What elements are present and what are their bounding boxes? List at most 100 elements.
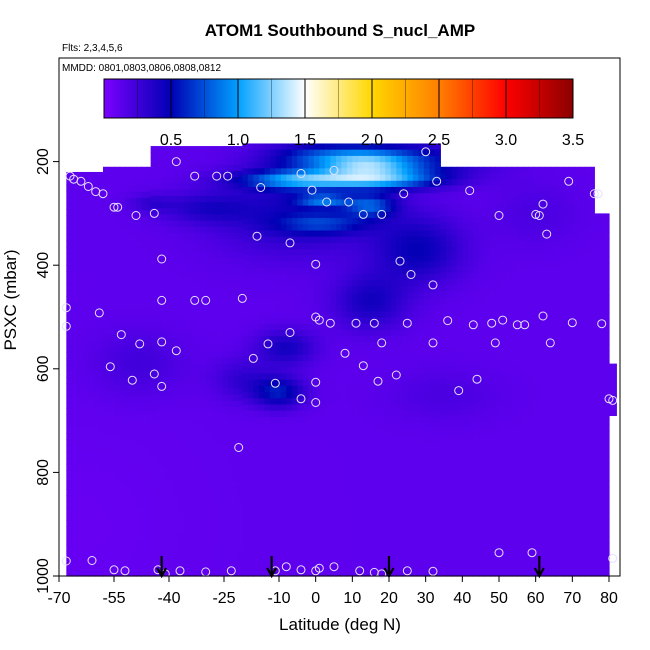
heatmap-cell <box>286 572 293 577</box>
heatmap-cell <box>434 211 441 219</box>
heatmap-cell <box>114 266 121 274</box>
heatmap-cell <box>357 149 364 157</box>
heatmap-cell <box>119 284 126 292</box>
heatmap-cell <box>233 214 240 222</box>
heatmap-cell <box>93 520 100 527</box>
heatmap-cell <box>319 491 326 499</box>
heatmap-cell <box>286 311 293 319</box>
heatmap-cell <box>286 261 293 269</box>
heatmap-cell <box>280 218 287 225</box>
heatmap-cell <box>125 421 132 429</box>
heatmap-cell <box>456 371 463 379</box>
heatmap-cell <box>418 143 425 151</box>
heatmap-cell <box>119 409 126 417</box>
heatmap-cell <box>108 179 115 187</box>
heatmap-cell <box>108 322 115 329</box>
heatmap-cell <box>211 357 218 365</box>
heatmap-cell <box>429 559 436 567</box>
heatmap-cell <box>374 298 381 306</box>
heatmap-cell <box>93 439 100 447</box>
heatmap-cell <box>125 284 132 292</box>
heatmap-cell <box>211 568 218 576</box>
heatmap-cell <box>222 506 229 514</box>
heatmap-cell <box>313 535 320 542</box>
heatmap-cell <box>385 392 392 399</box>
heatmap-cell <box>346 211 353 219</box>
heatmap-cell <box>352 174 359 182</box>
heatmap-cell <box>302 317 309 325</box>
heatmap-cell <box>346 249 353 256</box>
heatmap-cell <box>130 434 137 441</box>
heatmap-cell <box>346 143 353 151</box>
heatmap-cell <box>341 460 348 468</box>
heatmap-cell <box>172 487 179 495</box>
heatmap-cell <box>418 149 425 157</box>
heatmap-cell <box>286 429 293 437</box>
heatmap-cell <box>130 197 137 205</box>
heatmap-cell <box>401 367 408 375</box>
heatmap-cell <box>330 230 337 238</box>
heatmap-cell <box>341 323 348 331</box>
heatmap-cell <box>456 173 463 180</box>
heatmap-cell <box>136 185 143 193</box>
heatmap-cell <box>238 214 243 222</box>
heatmap-cell <box>242 379 249 387</box>
heatmap-cell <box>297 211 304 219</box>
heatmap-cell <box>374 162 381 169</box>
heatmap-cell <box>216 214 223 222</box>
heatmap-cell <box>319 336 326 343</box>
heatmap-cell <box>194 320 201 327</box>
heatmap-cell <box>291 361 298 368</box>
heatmap-cell <box>280 267 287 275</box>
heatmap-cell <box>183 301 190 309</box>
heatmap-cell <box>172 313 179 321</box>
heatmap-cell <box>216 245 223 253</box>
heatmap-cell <box>297 510 304 518</box>
heatmap-cell <box>286 342 293 350</box>
heatmap-cell <box>161 344 168 352</box>
heatmap-cell <box>93 234 100 241</box>
heatmap-cell <box>216 146 223 153</box>
heatmap-cell <box>178 432 185 439</box>
heatmap-cell <box>216 432 223 439</box>
heatmap-cell <box>82 563 89 571</box>
heatmap-cell <box>418 224 425 232</box>
heatmap-cell <box>82 538 89 546</box>
heatmap-cell <box>390 242 397 250</box>
heatmap-cell <box>200 158 207 166</box>
heatmap-cell <box>178 320 185 327</box>
heatmap-cell <box>130 452 137 460</box>
heatmap-cell <box>227 183 234 191</box>
heatmap-cell <box>280 186 287 194</box>
heatmap-cell <box>346 298 353 306</box>
heatmap-cell <box>211 531 218 539</box>
heatmap-cell <box>156 313 163 321</box>
heatmap-cell <box>324 392 331 399</box>
heatmap-cell <box>99 383 104 391</box>
heatmap-cell <box>363 336 370 343</box>
heatmap-cell <box>172 419 179 427</box>
heatmap-cell <box>330 354 337 362</box>
heatmap-cell <box>429 510 436 518</box>
heatmap-cell <box>291 280 298 288</box>
heatmap-cell <box>445 235 452 242</box>
heatmap-cell <box>147 185 152 193</box>
heatmap-cell <box>368 298 375 306</box>
heatmap-cell <box>119 465 126 472</box>
heatmap-cell <box>156 301 163 309</box>
heatmap-cell <box>183 146 190 153</box>
heatmap-cell <box>286 280 293 288</box>
heatmap-cell <box>205 525 212 533</box>
heatmap-cell <box>286 541 293 549</box>
heatmap-cell <box>178 531 185 539</box>
heatmap-cell <box>434 261 441 269</box>
heatmap-cell <box>385 416 392 424</box>
heatmap-cell <box>401 162 408 169</box>
heatmap-cell <box>242 193 249 201</box>
heatmap-cell <box>357 466 364 474</box>
heatmap-cell <box>77 389 84 397</box>
heatmap-cell <box>82 532 89 540</box>
heatmap-cell <box>445 210 452 218</box>
heatmap-cell <box>368 249 375 256</box>
heatmap-cell <box>189 251 196 259</box>
